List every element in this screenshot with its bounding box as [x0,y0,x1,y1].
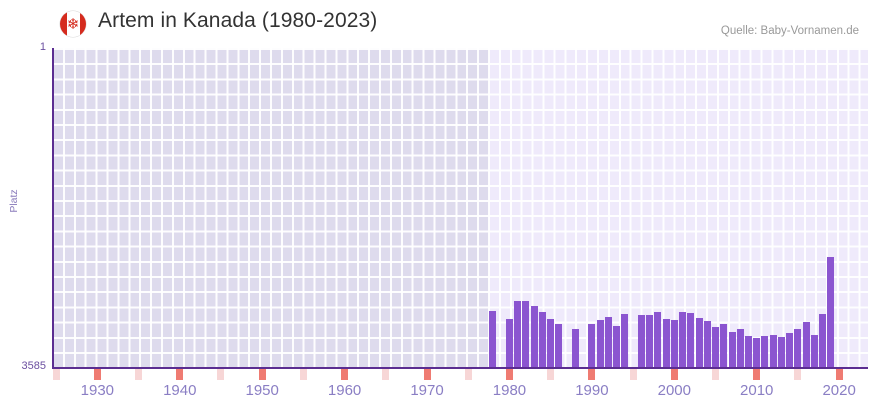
bar-2010[interactable] [753,338,761,367]
bar-2015[interactable] [794,329,802,367]
bar-2005[interactable] [712,327,719,367]
bar-2001[interactable] [679,312,687,367]
x-tick-marker-1980 [505,369,513,380]
bar-1998[interactable] [654,312,662,367]
y-axis-tick-top: 1 [39,41,46,53]
bar-2016[interactable] [802,322,810,367]
bar-2009[interactable] [744,336,752,367]
x-axis-tick-label-1990: 1990 [575,382,609,399]
bar-1997[interactable] [646,315,654,367]
bar-2012[interactable] [769,335,777,367]
x-axis-tick-label-1940: 1940 [163,382,197,399]
x-tick-marker-1950 [258,369,266,380]
bar-2013[interactable] [777,337,785,367]
bar-2008[interactable] [736,329,744,367]
bar-2007[interactable] [728,332,736,367]
x-tick-marker-2010 [753,369,761,380]
bar-2019[interactable] [827,257,835,367]
x-tick-marker-1965 [382,369,390,380]
x-tick-marker-2015 [794,369,802,380]
x-tick-marker-1925 [52,369,60,380]
x-tick-marker-1955 [299,369,307,380]
bar-2011[interactable] [761,336,769,367]
bar-2000[interactable] [670,320,678,367]
bar-1988[interactable] [571,329,579,367]
x-tick-marker-1945 [217,369,225,380]
canada-flag-icon: ❄ [60,11,86,37]
x-axis-tick-label-1970: 1970 [410,382,444,399]
bar-1994[interactable] [621,314,629,367]
bar-2003[interactable] [695,318,703,367]
x-axis-tick-label-2010: 2010 [740,382,774,399]
x-tick-marker-2005 [712,369,719,380]
bar-1992[interactable] [604,317,612,367]
bar-1986[interactable] [555,324,563,367]
bar-1999[interactable] [662,319,670,367]
bar-1980[interactable] [505,319,513,367]
bar-series [52,48,868,367]
x-axis-line [52,367,868,369]
x-axis-tick-label-2000: 2000 [657,382,691,399]
x-axis-tick-label-1950: 1950 [245,382,279,399]
bar-1983[interactable] [530,306,538,367]
bar-2002[interactable] [687,313,695,367]
bar-1982[interactable] [522,301,530,367]
y-axis-label: Platz [8,189,20,213]
bar-1978[interactable] [489,311,497,367]
bar-2004[interactable] [703,321,711,367]
x-tick-marker-1995 [629,369,637,380]
x-axis-tick-label-1930: 1930 [80,382,115,399]
bar-2018[interactable] [819,314,827,367]
maple-leaf-icon: ❄ [66,15,80,33]
y-axis-tick-bottom: 3585 [21,360,46,372]
flag-band-right [79,11,86,37]
bar-2006[interactable] [720,324,728,367]
x-tick-marker-2020 [835,369,843,380]
x-tick-marker-1960 [341,369,349,380]
bar-1981[interactable] [514,301,522,367]
x-tick-marker-1935 [135,369,143,380]
bar-1984[interactable] [538,312,546,367]
bar-1985[interactable] [547,319,555,367]
x-tick-marker-1990 [588,369,596,380]
bar-1996[interactable] [637,315,645,367]
chart-header: ❄ Artem in Kanada (1980-2023) Quelle: Ba… [0,0,873,46]
x-tick-marker-1940 [176,369,184,380]
x-tick-marker-1930 [93,369,101,380]
flag-band-left [60,11,67,37]
bar-2017[interactable] [810,335,818,367]
x-axis-tick-label-1960: 1960 [327,382,362,399]
bar-1990[interactable] [588,324,596,367]
x-tick-marker-1985 [547,369,555,380]
x-axis-tick-markers [52,369,868,380]
bar-1991[interactable] [596,320,604,367]
source-note: Quelle: Baby-Vornamen.de [720,25,859,37]
x-tick-marker-1975 [464,369,472,380]
bar-1993[interactable] [613,326,621,367]
plot-area [52,48,868,367]
bar-2014[interactable] [786,333,794,367]
x-tick-marker-1970 [423,369,431,380]
y-axis-line [52,48,54,368]
x-axis-tick-label-2020: 2020 [822,382,856,399]
page-title: Artem in Kanada (1980-2023) [98,9,378,32]
x-axis-tick-label-1980: 1980 [492,382,527,399]
x-tick-marker-2000 [670,369,678,380]
